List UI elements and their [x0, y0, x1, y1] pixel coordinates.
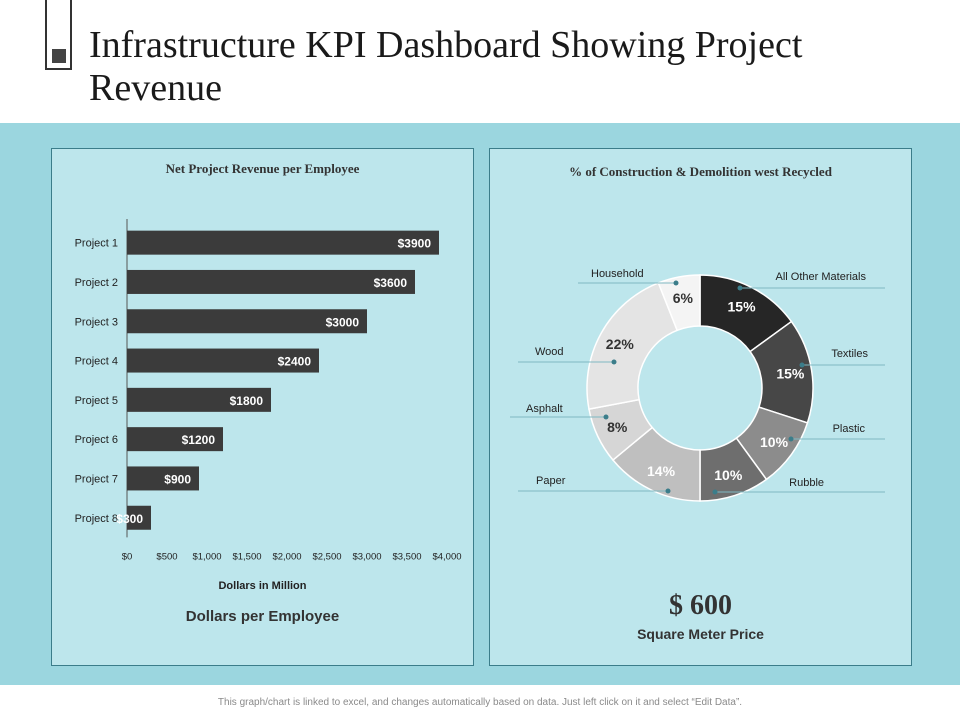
x-axis-title: Dollars in Million [218, 580, 307, 592]
y-tick-label: Project 8 [75, 513, 118, 525]
bar-data-label: $1200 [182, 433, 216, 447]
leader-dot [673, 280, 679, 286]
slice-percent-label: 14% [647, 463, 676, 479]
leader-dot [737, 285, 743, 291]
bar-data-label: $900 [164, 472, 191, 486]
slice-percent-label: 6% [673, 290, 694, 306]
leader-dot [665, 488, 671, 494]
revenue-bar-chart: Project 1 $3900 Project 2 $3600 Project 3 $30… [75, 219, 462, 562]
slice-category-label: Rubble [789, 477, 824, 489]
slice-percent-label: 15% [728, 298, 757, 314]
donut-slice [657, 274, 701, 332]
leader-dot [788, 436, 794, 442]
price-value: $ 600 [669, 590, 732, 621]
leader-dot [611, 359, 617, 365]
bar-data-label: $1800 [230, 394, 264, 408]
bar [127, 505, 151, 530]
revenue-panel: Net Project Revenue per Employee Project… [51, 148, 474, 666]
slice-percent-label: 8% [607, 419, 628, 435]
recycling-chart-title: % of Construction & Demolition west Recy… [569, 164, 832, 179]
x-tick-label: $4,000 [432, 551, 461, 562]
slice-category-label: Plastic [833, 423, 866, 435]
bar-data-label: $3900 [398, 237, 432, 251]
y-tick-label: Project 2 [75, 277, 118, 289]
chart-subtitle: Dollars per Employee [185, 608, 340, 625]
leader-dot [712, 489, 718, 495]
bar [127, 466, 199, 491]
slice-percent-label: 10% [714, 467, 743, 483]
leader-dot [603, 414, 609, 420]
bar-data-label: $3600 [374, 276, 408, 290]
x-tick-label: $2,500 [312, 551, 341, 562]
y-tick-label: Project 1 [75, 238, 118, 250]
x-tick-label: $2,000 [272, 551, 301, 562]
bar [127, 269, 415, 294]
y-tick-label: Project 4 [75, 356, 118, 368]
y-tick-label: Project 7 [75, 473, 118, 485]
x-tick-label: $1,000 [192, 551, 221, 562]
recycling-donut-chart: 15% All Other Materials 15% Textiles 10% Plas… [510, 268, 885, 502]
bar [127, 427, 223, 452]
slice-category-label: Paper [536, 475, 566, 487]
slice-category-label: All Other Materials [776, 271, 867, 283]
leader-dot [799, 362, 805, 368]
slice-percent-label: 10% [760, 434, 789, 450]
revenue-chart-title: Net Project Revenue per Employee [165, 161, 360, 176]
slice-percent-label: 22% [606, 336, 635, 352]
x-tick-label: $500 [156, 551, 177, 562]
x-tick-label: $3,000 [352, 551, 381, 562]
y-tick-label: Project 3 [75, 316, 118, 328]
x-tick-label: $1,500 [232, 551, 261, 562]
bar-data-label: $3000 [326, 315, 360, 329]
slice-category-label: Household [591, 268, 644, 280]
slice-category-label: Textiles [831, 348, 868, 360]
header: Infrastructure KPI Dashboard Showing Pro… [0, 0, 960, 123]
y-tick-label: Project 5 [75, 395, 118, 407]
price-label: Square Meter Price [637, 626, 764, 642]
x-tick-label: $3,500 [392, 551, 421, 562]
slice-percent-label: 15% [776, 366, 805, 382]
bar [127, 387, 271, 412]
bar [127, 230, 439, 255]
y-tick-label: Project 6 [75, 434, 118, 446]
logo-icon [45, 0, 72, 70]
footer-note: This graph/chart is linked to excel, and… [217, 697, 743, 708]
bar-data-label: $300 [116, 512, 143, 526]
recycling-panel: % of Construction & Demolition west Recy… [489, 148, 912, 666]
bar [127, 309, 367, 334]
slice-category-label: Wood [535, 346, 564, 358]
page-title: Infrastructure KPI Dashboard Showing Pro… [89, 24, 803, 109]
bar [127, 348, 319, 373]
bar-data-label: $2400 [278, 355, 312, 369]
slice-category-label: Asphalt [526, 403, 563, 415]
x-tick-label: $0 [122, 551, 133, 562]
